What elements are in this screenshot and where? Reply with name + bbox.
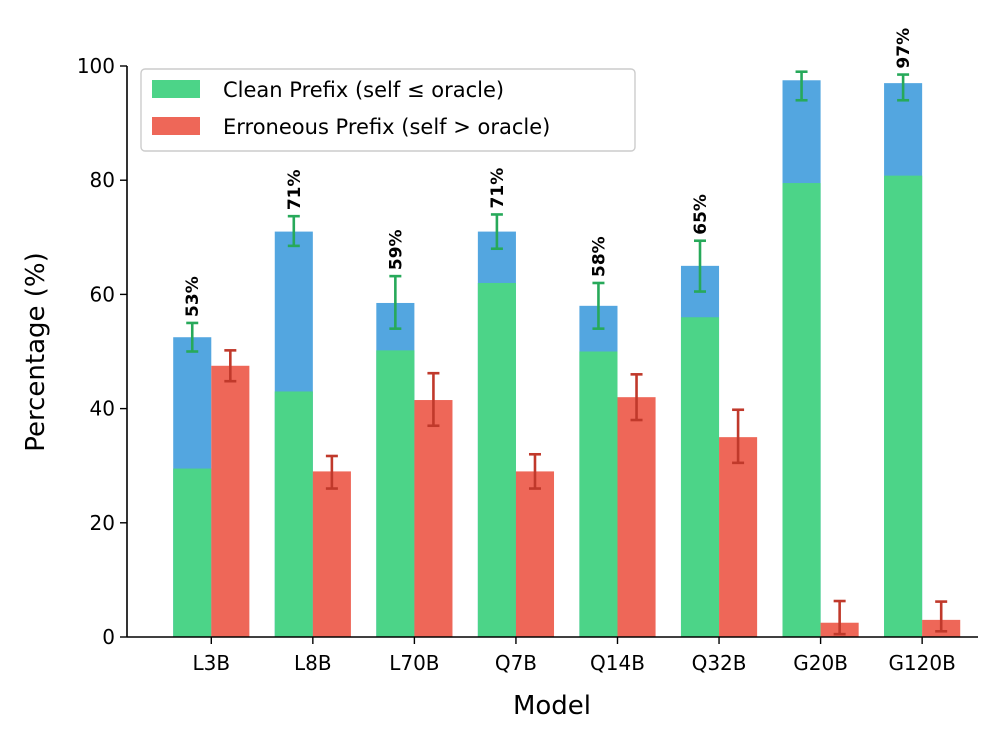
x-tick-label-l3b: L3B: [192, 651, 230, 675]
error-bar-erroneous-g120b: [935, 600, 948, 633]
bar-clean-inner-g20b: [782, 183, 821, 637]
error-bar-clean-l3b: [186, 321, 199, 353]
legend-frame: [140, 68, 636, 152]
bars-layer: [173, 80, 961, 637]
bar-clean-inner-l3b: [173, 468, 212, 637]
error-bar-erroneous-q7b: [528, 452, 541, 490]
legend-swatch-clean: [152, 80, 200, 98]
x-axis-title: Model: [513, 691, 591, 721]
bar-label-g120b: 97%: [894, 28, 914, 69]
axes-layer: [126, 66, 978, 638]
bar-erroneous-l8b: [312, 471, 351, 637]
y-tick-label-40: 40: [90, 397, 115, 421]
x-tick-label-q14b: Q14B: [590, 651, 645, 675]
x-tick-label-g120b: G120B: [888, 651, 955, 675]
y-axis-title: Percentage (%): [21, 252, 51, 452]
bar-erroneous-l70b: [414, 400, 453, 637]
legend-label-clean: Clean Prefix (self ≤ oracle): [223, 78, 504, 102]
error-bar-clean-q32b: [694, 239, 707, 293]
error-bar-erroneous-q14b: [630, 373, 643, 422]
x-tick-label-q32b: Q32B: [692, 651, 747, 675]
bar-labels-layer: 53% 71% 59% 71% 58% 65% 97%: [183, 28, 914, 317]
error-bar-clean-l8b: [287, 214, 300, 248]
bar-clean-inner-q32b: [680, 317, 720, 637]
error-bar-clean-g120b: [897, 73, 910, 102]
bar-clean-inner-l8b: [274, 391, 313, 637]
error-bar-clean-g20b: [795, 70, 808, 102]
x-tick-label-l8b: L8B: [294, 651, 332, 675]
bar-label-q32b: 65%: [691, 194, 711, 235]
bar-clean-inner-q7b: [477, 282, 516, 637]
y-tick-label-20: 20: [90, 511, 115, 535]
error-bar-clean-q7b: [490, 213, 503, 251]
error-bar-clean-l70b: [389, 274, 402, 330]
bar-label-l70b: 59%: [386, 229, 406, 270]
legend-label-erroneous: Erroneous Prefix (self > oracle): [223, 115, 550, 139]
error-bar-erroneous-l8b: [325, 454, 338, 490]
y-tick-label-80: 80: [90, 168, 115, 192]
y-ticks-layer: 0 20 40 60 80 100: [77, 54, 127, 649]
bar-erroneous-q32b: [719, 437, 758, 637]
legend: Clean Prefix (self ≤ oracle) Erroneous P…: [140, 68, 636, 152]
y-tick-label-0: 0: [102, 625, 115, 649]
x-tick-label-l70b: L70B: [389, 651, 439, 675]
x-tick-label-g20b: G20B: [793, 651, 848, 675]
error-bar-erroneous-q32b: [732, 408, 745, 465]
error-bar-erroneous-l70b: [427, 371, 440, 428]
x-ticks-layer: L3B L8B L70B Q7B Q14B Q32B G20B G120B: [192, 637, 956, 675]
error-bars-layer: [186, 70, 948, 636]
error-bar-clean-q14b: [592, 281, 605, 330]
y-tick-label-60: 60: [90, 282, 115, 306]
legend-swatch-erroneous: [152, 117, 200, 135]
error-bar-erroneous-l3b: [224, 349, 237, 383]
bar-clean-inner-g120b: [884, 175, 923, 637]
bar-label-l3b: 53%: [183, 276, 203, 317]
x-tick-label-q7b: Q7B: [495, 651, 537, 675]
bar-label-q14b: 58%: [589, 236, 609, 277]
bar-clean-inner-l70b: [376, 350, 415, 637]
y-tick-label-100: 100: [77, 54, 115, 78]
bar-erroneous-l3b: [211, 365, 250, 637]
error-bar-erroneous-g20b: [833, 599, 846, 636]
bar-label-q7b: 71%: [488, 168, 508, 209]
bar-label-l8b: 71%: [285, 169, 305, 210]
bar-erroneous-q14b: [617, 397, 656, 637]
bar-clean-inner-q14b: [579, 351, 618, 637]
bar-erroneous-q7b: [515, 471, 555, 637]
